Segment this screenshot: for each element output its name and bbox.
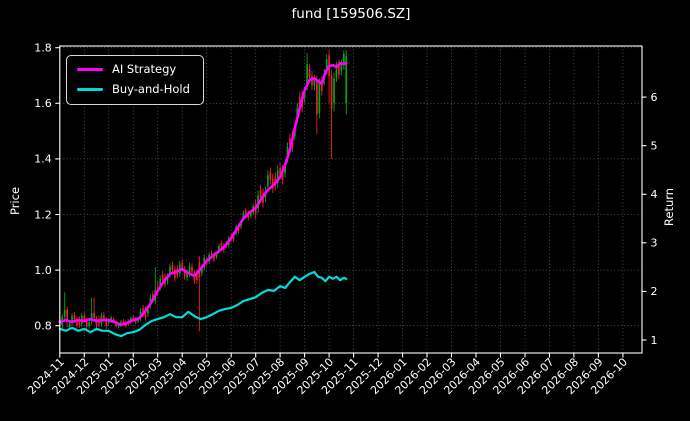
price-tick-label: 1.8: [34, 42, 52, 55]
return-tick-label: 1: [651, 334, 658, 347]
chart-title: fund [159506.SZ]: [291, 6, 411, 22]
legend-item-buy-and-hold: Buy-and-Hold: [77, 81, 190, 97]
price-axis-label: Price: [8, 186, 22, 216]
return-tick-label: 3: [651, 237, 658, 250]
price-tick-label: 1.6: [34, 97, 52, 110]
return-tick-label: 6: [651, 91, 658, 104]
return-tick-label: 2: [651, 285, 658, 298]
price-tick-label: 1.0: [34, 264, 52, 277]
ai-strategy-line: [58, 61, 348, 327]
return-axis-label: Return: [662, 187, 676, 227]
buy-and-hold-label: Buy-and-Hold: [112, 81, 190, 96]
return-tick-label: 4: [651, 188, 658, 201]
price-tick-label: 1.4: [34, 153, 52, 166]
ai-strategy-label: AI Strategy: [112, 62, 177, 76]
price-tick-label: 1.2: [34, 208, 52, 221]
return-tick-label: 5: [651, 140, 658, 153]
legend-item-ai-strategy: AI Strategy: [77, 62, 190, 77]
price-tick-label: 0.8: [34, 320, 52, 333]
buy-and-hold-line: [58, 270, 348, 338]
axes-frame: [55, 45, 647, 358]
ai-strategy-swatch: [77, 68, 103, 72]
legend: AI Strategy Buy-and-Hold: [66, 55, 204, 105]
buy-and-hold-swatch: [77, 88, 103, 92]
